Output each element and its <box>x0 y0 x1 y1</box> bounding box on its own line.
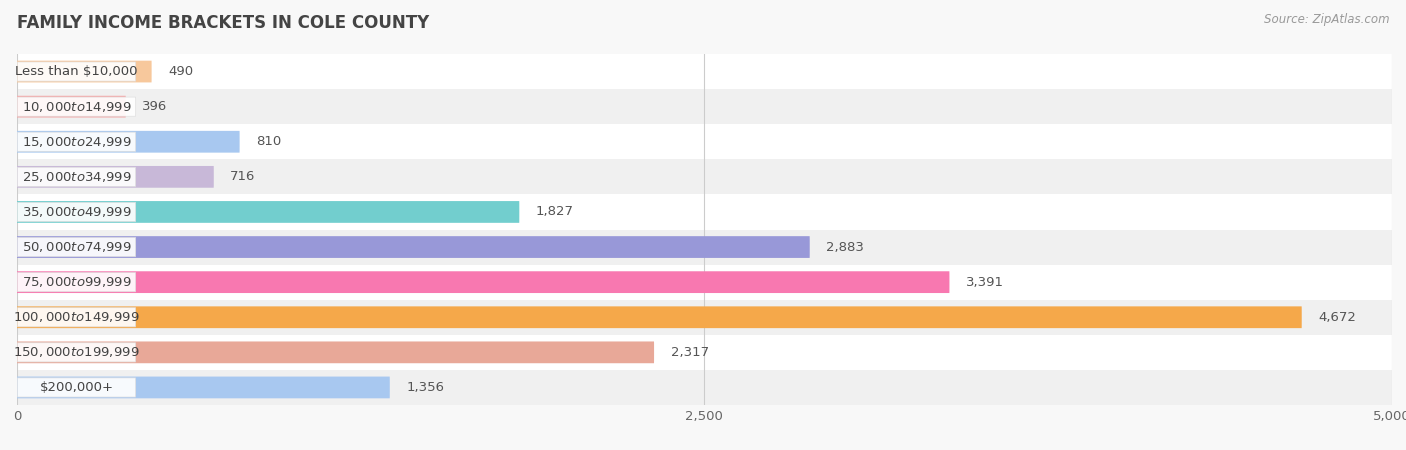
Bar <box>17 89 1392 124</box>
FancyBboxPatch shape <box>17 306 1302 328</box>
FancyBboxPatch shape <box>17 342 654 363</box>
Text: 3,391: 3,391 <box>966 276 1004 288</box>
Text: $15,000 to $24,999: $15,000 to $24,999 <box>21 135 131 149</box>
Bar <box>17 300 1392 335</box>
Text: 810: 810 <box>256 135 281 148</box>
Text: 716: 716 <box>231 171 256 183</box>
FancyBboxPatch shape <box>17 378 135 397</box>
Text: $100,000 to $149,999: $100,000 to $149,999 <box>13 310 139 324</box>
Text: $50,000 to $74,999: $50,000 to $74,999 <box>21 240 131 254</box>
Bar <box>17 230 1392 265</box>
FancyBboxPatch shape <box>17 343 135 362</box>
Bar <box>17 124 1392 159</box>
Text: $150,000 to $199,999: $150,000 to $199,999 <box>13 345 139 360</box>
Text: $25,000 to $34,999: $25,000 to $34,999 <box>21 170 131 184</box>
FancyBboxPatch shape <box>17 308 135 327</box>
Text: 4,672: 4,672 <box>1319 311 1357 324</box>
Text: 490: 490 <box>169 65 193 78</box>
Text: 1,827: 1,827 <box>536 206 574 218</box>
FancyBboxPatch shape <box>17 271 949 293</box>
Text: 2,883: 2,883 <box>827 241 865 253</box>
FancyBboxPatch shape <box>17 131 239 153</box>
Bar <box>17 54 1392 89</box>
FancyBboxPatch shape <box>17 62 135 81</box>
Text: 2,317: 2,317 <box>671 346 709 359</box>
Bar <box>17 265 1392 300</box>
Bar <box>17 370 1392 405</box>
FancyBboxPatch shape <box>17 96 125 117</box>
Bar <box>17 194 1392 230</box>
Text: $75,000 to $99,999: $75,000 to $99,999 <box>21 275 131 289</box>
FancyBboxPatch shape <box>17 236 810 258</box>
FancyBboxPatch shape <box>17 166 214 188</box>
FancyBboxPatch shape <box>17 202 135 221</box>
FancyBboxPatch shape <box>17 273 135 292</box>
FancyBboxPatch shape <box>17 238 135 256</box>
Bar <box>17 159 1392 194</box>
Text: 396: 396 <box>142 100 167 113</box>
Text: $10,000 to $14,999: $10,000 to $14,999 <box>21 99 131 114</box>
Text: FAMILY INCOME BRACKETS IN COLE COUNTY: FAMILY INCOME BRACKETS IN COLE COUNTY <box>17 14 429 32</box>
Text: Less than $10,000: Less than $10,000 <box>15 65 138 78</box>
FancyBboxPatch shape <box>17 97 135 116</box>
FancyBboxPatch shape <box>17 61 152 82</box>
Text: Source: ZipAtlas.com: Source: ZipAtlas.com <box>1264 14 1389 27</box>
FancyBboxPatch shape <box>17 132 135 151</box>
FancyBboxPatch shape <box>17 167 135 186</box>
Text: $35,000 to $49,999: $35,000 to $49,999 <box>21 205 131 219</box>
FancyBboxPatch shape <box>17 201 519 223</box>
Bar <box>17 335 1392 370</box>
Text: 1,356: 1,356 <box>406 381 444 394</box>
Text: $200,000+: $200,000+ <box>39 381 114 394</box>
FancyBboxPatch shape <box>17 377 389 398</box>
